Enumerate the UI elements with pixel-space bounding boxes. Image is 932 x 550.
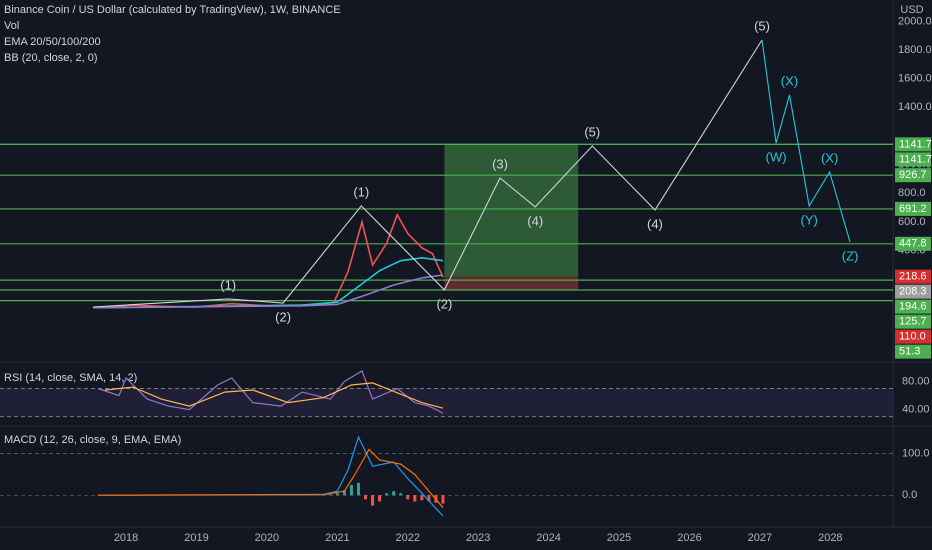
wave-label: (5) bbox=[584, 124, 600, 139]
price-label: 447.8 bbox=[899, 238, 927, 250]
wave-label: (1) bbox=[220, 277, 236, 292]
x-tick-label: 2022 bbox=[396, 532, 420, 544]
histogram-bar bbox=[399, 493, 403, 496]
x-tick-label: 2025 bbox=[607, 532, 631, 544]
histogram-bar bbox=[413, 495, 417, 502]
price-line bbox=[92, 212, 444, 309]
price-label: 1141.7 bbox=[899, 138, 932, 150]
price-label: 51.3 bbox=[899, 346, 920, 358]
histogram-bar bbox=[364, 495, 368, 500]
price-label-box bbox=[895, 168, 931, 183]
price-label-box bbox=[895, 344, 931, 359]
wave-line bbox=[92, 39, 763, 308]
price-label: 194.6 bbox=[899, 301, 927, 313]
wave-label: (Z) bbox=[842, 248, 859, 263]
histogram-bar bbox=[441, 495, 445, 504]
x-tick-label: 2018 bbox=[114, 532, 138, 544]
histogram-bar bbox=[335, 493, 339, 496]
wave-label: (2) bbox=[275, 309, 291, 324]
indicator-line bbox=[104, 382, 444, 409]
price-label-box bbox=[895, 314, 931, 329]
indicator-line bbox=[97, 435, 444, 517]
wave-line bbox=[761, 39, 851, 243]
price-label: 208.3 bbox=[899, 286, 927, 298]
histogram-bar bbox=[342, 490, 346, 496]
histogram-bar bbox=[392, 491, 396, 496]
price-label-box bbox=[895, 269, 931, 284]
y-tick-label: 1400.0 bbox=[898, 101, 932, 113]
histogram-bar bbox=[378, 495, 382, 502]
position-target bbox=[444, 144, 579, 277]
wave-label: (4) bbox=[527, 213, 543, 228]
indicator-label: Vol bbox=[4, 20, 19, 32]
price-label-box bbox=[895, 201, 931, 216]
price-label-box bbox=[895, 299, 931, 314]
wave-label: (1) bbox=[353, 184, 369, 199]
y-tick-label: 80.00 bbox=[902, 375, 930, 387]
wave-label: (5) bbox=[754, 18, 770, 33]
x-tick-label: 2027 bbox=[748, 532, 772, 544]
wave-label: (2) bbox=[436, 296, 452, 311]
indicator-label: BB (20, close, 2, 0) bbox=[4, 52, 98, 64]
histogram-bar bbox=[328, 494, 332, 496]
price-label-box bbox=[895, 329, 931, 344]
histogram-bar bbox=[349, 484, 353, 496]
histogram-bar bbox=[406, 495, 410, 500]
indicator-line bbox=[97, 370, 444, 414]
x-tick-label: 2020 bbox=[255, 532, 279, 544]
y-tick-label: 0.0 bbox=[902, 489, 917, 501]
histogram-bar bbox=[427, 495, 431, 502]
price-label-box bbox=[895, 137, 931, 152]
price-label: 926.7 bbox=[899, 169, 927, 181]
x-tick-label: 2023 bbox=[466, 532, 490, 544]
y-tick-label: 100.0 bbox=[902, 448, 930, 460]
position-stop bbox=[444, 276, 579, 290]
histogram-bar bbox=[420, 495, 424, 501]
x-tick-label: 2019 bbox=[184, 532, 208, 544]
price-label: 1141.7 bbox=[899, 153, 932, 165]
y-tick-label: 2000.0 bbox=[898, 15, 932, 27]
wave-label: (3) bbox=[492, 156, 508, 171]
price-label-box bbox=[895, 152, 931, 167]
x-tick-label: 2028 bbox=[818, 532, 842, 544]
pane-title: RSI (14, close, SMA, 14, 2) bbox=[4, 372, 137, 384]
histogram-bar bbox=[356, 482, 360, 496]
wave-label: (W) bbox=[766, 149, 787, 164]
rsi-band bbox=[0, 388, 893, 417]
price-label: 218.6 bbox=[899, 271, 927, 283]
pane-title: MACD (12, 26, close, 9, EMA, EMA) bbox=[4, 434, 181, 446]
price-label-box bbox=[895, 236, 931, 251]
wave-label: (4) bbox=[647, 216, 663, 231]
price-label: 691.2 bbox=[899, 203, 927, 215]
price-label: 110.0 bbox=[899, 331, 926, 343]
indicator-label: EMA 20/50/100/200 bbox=[4, 36, 101, 48]
currency-label: USD bbox=[900, 4, 923, 16]
price-label-box bbox=[895, 284, 931, 299]
indicator-line bbox=[97, 448, 444, 509]
histogram-bar bbox=[385, 493, 389, 496]
wave-label: (X) bbox=[781, 73, 798, 88]
y-tick-label: 800.0 bbox=[898, 187, 926, 199]
y-tick-label: 1600.0 bbox=[898, 73, 932, 85]
y-tick-label: 40.00 bbox=[902, 403, 930, 415]
x-tick-label: 2021 bbox=[325, 532, 349, 544]
y-tick-label: 1800.0 bbox=[898, 44, 932, 56]
histogram-bar bbox=[371, 495, 375, 506]
chart-title: Binance Coin / US Dollar (calculated by … bbox=[4, 4, 341, 16]
y-tick-label: 600.0 bbox=[898, 216, 926, 228]
price-line bbox=[92, 274, 444, 309]
x-tick-label: 2026 bbox=[677, 532, 701, 544]
x-tick-label: 2024 bbox=[536, 532, 560, 544]
price-label: 125.7 bbox=[899, 316, 927, 328]
wave-label: (Y) bbox=[801, 212, 818, 227]
wave-label: (X) bbox=[821, 150, 838, 165]
